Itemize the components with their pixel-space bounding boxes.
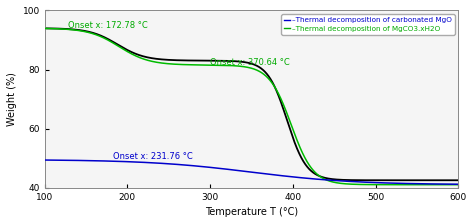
Legend: –Thermal decomposition of carbonated MgO, –Thermal decomposition of MgCO3.xH2O: –Thermal decomposition of carbonated MgO… <box>281 14 455 34</box>
Y-axis label: Weight (%): Weight (%) <box>7 72 17 126</box>
Text: Onset x: 231.76 °C: Onset x: 231.76 °C <box>113 152 193 161</box>
Text: Onset x: 172.78 °C: Onset x: 172.78 °C <box>68 21 147 30</box>
X-axis label: Temperature T (°C): Temperature T (°C) <box>205 207 298 217</box>
Text: Onset x: 370.64 °C: Onset x: 370.64 °C <box>210 58 290 67</box>
